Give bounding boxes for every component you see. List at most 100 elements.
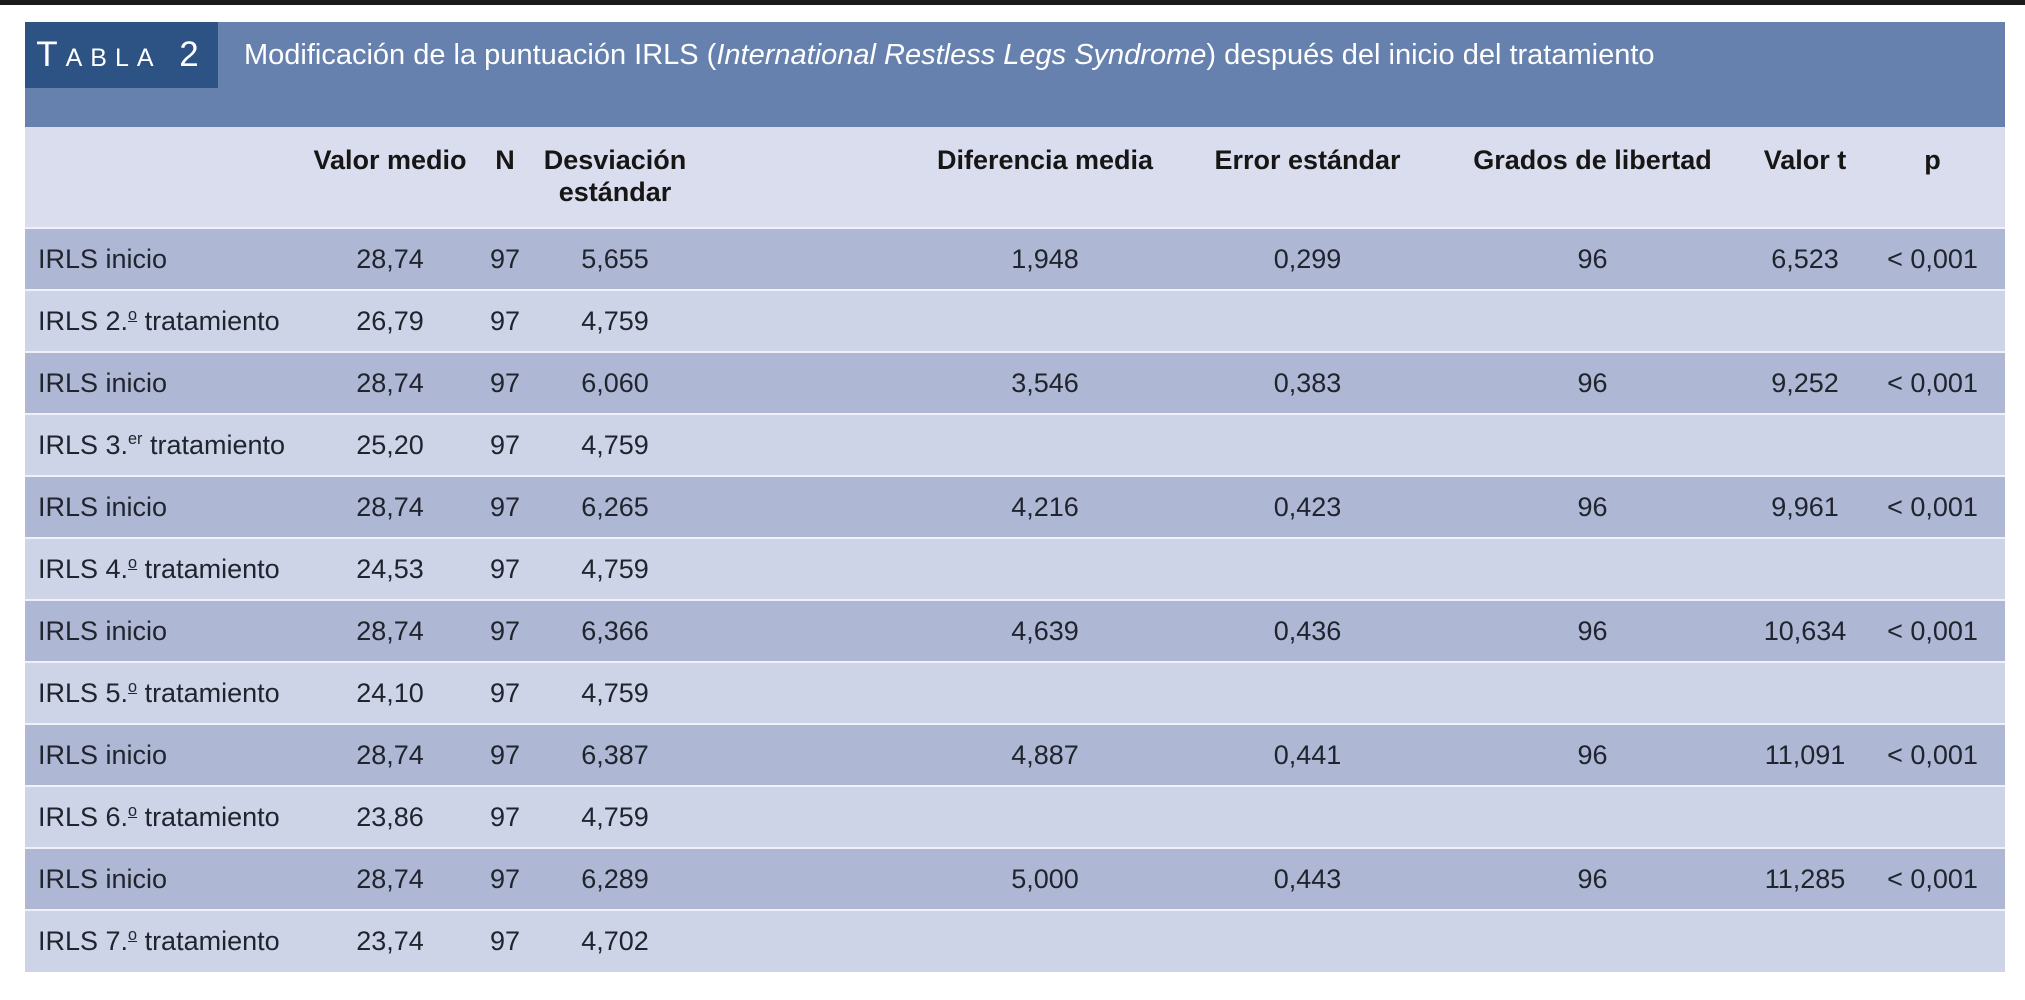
row-label: IRLS inicio — [25, 475, 305, 538]
cell-desv: 4,759 — [535, 413, 695, 476]
cell-t: 6,523 — [1750, 227, 1860, 290]
cell-error — [1180, 909, 1435, 972]
table-row: IRLS 6.o tratamiento 23,86 97 4,759 — [25, 785, 2005, 848]
cell-p: < 0,001 — [1860, 847, 2005, 910]
cell-grados — [1435, 661, 1750, 724]
cell-p — [1860, 537, 2005, 600]
cell-grados: 96 — [1435, 599, 1750, 662]
cell-n: 97 — [475, 413, 535, 476]
row-label: IRLS 4.o tratamiento — [25, 537, 305, 600]
table-title-italic: International Restless Legs Syndrome — [716, 38, 1207, 71]
table-row: IRLS 2.o tratamiento 26,79 97 4,759 — [25, 289, 2005, 352]
spacer-cell — [695, 289, 910, 352]
spacer-cell — [695, 785, 910, 848]
cell-dif — [910, 413, 1180, 476]
cell-p: < 0,001 — [1860, 351, 2005, 414]
spacer-cell — [695, 537, 910, 600]
cell-grados: 96 — [1435, 351, 1750, 414]
cell-t — [1750, 289, 1860, 352]
cell-error — [1180, 413, 1435, 476]
cell-t: 11,091 — [1750, 723, 1860, 786]
cell-dif: 4,887 — [910, 723, 1180, 786]
table-row: IRLS inicio 28,74 97 6,366 4,639 0,436 96 10,63… — [25, 599, 2005, 662]
row-label: IRLS inicio — [25, 351, 305, 414]
cell-grados — [1435, 537, 1750, 600]
cell-p — [1860, 289, 2005, 352]
column-header-error: Error estándar — [1180, 127, 1435, 228]
cell-p — [1860, 661, 2005, 724]
cell-dif: 1,948 — [910, 227, 1180, 290]
cell-error — [1180, 537, 1435, 600]
cell-p: < 0,001 — [1860, 599, 2005, 662]
table-row: IRLS inicio 28,74 97 5,655 1,948 0,299 96 6,523… — [25, 227, 2005, 290]
cell-n: 97 — [475, 475, 535, 538]
column-header-dif: Diferencia media — [910, 127, 1180, 228]
irls-table-body: IRLS inicio 28,74 97 5,655 1,948 0,299 96 6,523… — [25, 227, 2005, 972]
cell-t — [1750, 661, 1860, 724]
cell-error: 0,436 — [1180, 599, 1435, 662]
cell-grados — [1435, 909, 1750, 972]
cell-error: 0,299 — [1180, 227, 1435, 290]
cell-valor: 24,10 — [305, 661, 475, 724]
top-rule — [0, 0, 2025, 5]
cell-t — [1750, 537, 1860, 600]
cell-n: 97 — [475, 723, 535, 786]
cell-n: 97 — [475, 537, 535, 600]
cell-grados — [1435, 413, 1750, 476]
cell-error: 0,443 — [1180, 847, 1435, 910]
cell-desv: 6,366 — [535, 599, 695, 662]
cell-valor: 23,74 — [305, 909, 475, 972]
cell-desv: 4,702 — [535, 909, 695, 972]
cell-desv: 6,387 — [535, 723, 695, 786]
cell-dif: 4,216 — [910, 475, 1180, 538]
cell-grados: 96 — [1435, 723, 1750, 786]
row-label: IRLS inicio — [25, 599, 305, 662]
table-row: IRLS 3.er tratamiento 25,20 97 4,759 — [25, 413, 2005, 476]
cell-desv: 4,759 — [535, 289, 695, 352]
spacer-cell — [695, 723, 910, 786]
cell-error — [1180, 661, 1435, 724]
ordinal-suffix: o — [128, 305, 138, 324]
cell-error — [1180, 785, 1435, 848]
cell-error: 0,383 — [1180, 351, 1435, 414]
cell-grados: 96 — [1435, 227, 1750, 290]
table-figure: Tabla 2 Modificación de la puntuación IR… — [0, 22, 2025, 972]
table-title-text: Modificación de la puntuación IRLS (Inte… — [244, 38, 1655, 71]
cell-grados — [1435, 289, 1750, 352]
spacer-cell — [695, 661, 910, 724]
cell-n: 97 — [475, 289, 535, 352]
cell-valor: 28,74 — [305, 475, 475, 538]
table-row: IRLS inicio 28,74 97 6,060 3,546 0,383 96 9,252… — [25, 351, 2005, 414]
cell-n: 97 — [475, 661, 535, 724]
row-label: IRLS inicio — [25, 227, 305, 290]
cell-n: 97 — [475, 909, 535, 972]
row-label: IRLS 6.o tratamiento — [25, 785, 305, 848]
cell-valor: 28,74 — [305, 599, 475, 662]
spacer-cell — [695, 413, 910, 476]
row-label: IRLS 2.o tratamiento — [25, 289, 305, 352]
cell-desv: 5,655 — [535, 227, 695, 290]
cell-valor: 24,53 — [305, 537, 475, 600]
column-header-desv: Desviación estándar — [535, 127, 695, 228]
spacer-cell — [695, 847, 910, 910]
cell-error: 0,441 — [1180, 723, 1435, 786]
column-header-t: Valor t — [1750, 127, 1860, 228]
cell-dif — [910, 909, 1180, 972]
cell-error — [1180, 289, 1435, 352]
column-header-label — [25, 127, 305, 228]
column-header-p: p — [1860, 127, 2005, 228]
cell-valor: 28,74 — [305, 847, 475, 910]
row-label: IRLS 5.o tratamiento — [25, 661, 305, 724]
cell-n: 97 — [475, 599, 535, 662]
row-label: IRLS 3.er tratamiento — [25, 413, 305, 476]
cell-valor: 23,86 — [305, 785, 475, 848]
cell-t: 11,285 — [1750, 847, 1860, 910]
cell-p: < 0,001 — [1860, 227, 2005, 290]
cell-dif — [910, 289, 1180, 352]
cell-desv: 6,289 — [535, 847, 695, 910]
cell-dif — [910, 537, 1180, 600]
cell-dif — [910, 785, 1180, 848]
cell-desv: 4,759 — [535, 537, 695, 600]
table-header-band: Tabla 2 Modificación de la puntuación IR… — [25, 22, 2005, 88]
cell-n: 97 — [475, 227, 535, 290]
